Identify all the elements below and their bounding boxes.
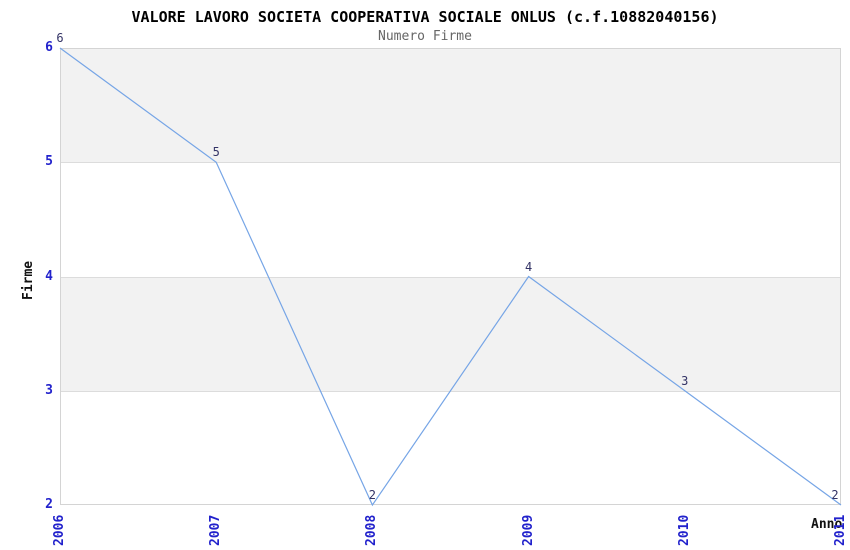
data-point-label: 2 bbox=[368, 488, 376, 502]
y-tick-label: 2 bbox=[45, 497, 53, 512]
plot-area bbox=[60, 48, 841, 505]
grid-band bbox=[61, 277, 840, 392]
x-tick-label: 2010 bbox=[676, 514, 692, 546]
chart-title: VALORE LAVORO SOCIETA COOPERATIVA SOCIAL… bbox=[131, 8, 719, 26]
gridline bbox=[61, 276, 840, 278]
y-tick-label: 3 bbox=[45, 382, 53, 398]
data-point-label: 4 bbox=[524, 259, 533, 274]
chart-subtitle: Numero Firme bbox=[378, 29, 472, 44]
y-tick-label: 5 bbox=[45, 154, 53, 170]
gridline bbox=[61, 162, 840, 164]
data-point-label: 3 bbox=[681, 373, 689, 388]
x-tick-label: 2009 bbox=[520, 514, 536, 546]
grid-band bbox=[61, 49, 840, 164]
x-tick-label: 2006 bbox=[52, 514, 67, 546]
data-point-label: 2 bbox=[831, 488, 839, 502]
y-tick-label: 6 bbox=[45, 40, 53, 55]
x-tick-label: 2007 bbox=[208, 514, 224, 546]
data-point-label: 5 bbox=[212, 145, 220, 160]
x-axis-title: Anno bbox=[811, 517, 843, 532]
x-tick-label: 2011 bbox=[833, 514, 848, 546]
gridline bbox=[61, 390, 840, 392]
x-tick-label: 2008 bbox=[364, 514, 380, 546]
y-tick-label: 4 bbox=[45, 268, 53, 284]
data-point-label: 6 bbox=[56, 31, 64, 45]
